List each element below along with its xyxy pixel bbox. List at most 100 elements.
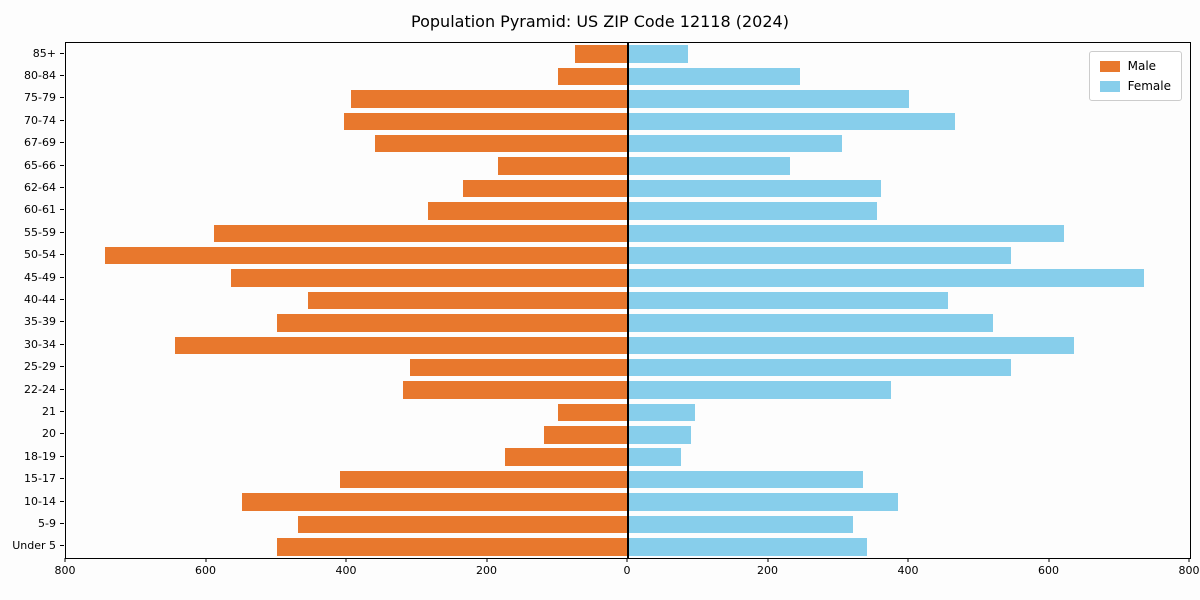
female-bar <box>628 246 1011 265</box>
male-bar <box>339 470 628 489</box>
y-tick-label: 10-14 <box>24 494 56 508</box>
y-tick-label: 80-84 <box>24 69 56 83</box>
pyramid-row <box>66 289 1190 311</box>
male-bar <box>213 224 628 243</box>
female-bar <box>628 403 695 422</box>
y-tick-mark <box>60 276 64 278</box>
y-tick-mark <box>60 119 64 121</box>
pyramid-row <box>66 177 1190 199</box>
legend-item-female: Female <box>1099 79 1171 93</box>
female-bar <box>628 90 909 108</box>
female-bar <box>628 448 681 466</box>
x-tick-label: 600 <box>195 564 216 577</box>
male-bar <box>403 381 628 399</box>
pyramid-row <box>66 88 1190 110</box>
pyramid-row <box>66 312 1190 334</box>
y-tick-mark <box>60 97 64 99</box>
x-tick: 800 <box>1179 558 1200 577</box>
y-tick-mark <box>60 343 64 345</box>
y-tick-mark <box>60 433 64 435</box>
y-tick-row: 67-69 <box>0 132 64 154</box>
y-tick-mark <box>60 455 64 457</box>
x-tick-mark <box>626 558 628 562</box>
plot-area: Male Female <box>65 42 1191 559</box>
x-tick-label: 0 <box>623 564 631 577</box>
female-bar <box>628 67 801 86</box>
female-bar <box>628 112 955 131</box>
pyramid-row <box>66 65 1190 87</box>
x-tick-label: 400 <box>897 564 919 577</box>
female-bar <box>628 224 1064 243</box>
center-axis-line <box>627 43 629 558</box>
y-tick-mark <box>60 187 64 189</box>
x-tick-mark <box>64 558 66 562</box>
y-tick-row: 55-59 <box>0 221 64 243</box>
y-tick-mark <box>60 75 64 77</box>
y-tick-label: 75-79 <box>24 91 56 105</box>
pyramid-row <box>66 424 1190 446</box>
y-tick-mark <box>60 545 64 547</box>
pyramid-row <box>66 536 1190 558</box>
x-tick: 200 <box>476 558 497 577</box>
y-tick-label: 70-74 <box>24 113 56 127</box>
y-tick-row: 80-84 <box>0 64 64 86</box>
female-bar <box>628 538 867 556</box>
y-tick-label: 67-69 <box>24 136 56 150</box>
pyramid-row <box>66 155 1190 177</box>
y-tick-label: 85+ <box>32 46 56 60</box>
female-bar <box>628 336 1075 354</box>
pyramid-row <box>66 401 1190 423</box>
y-tick-mark <box>60 231 64 233</box>
female-bar <box>628 157 790 175</box>
y-tick-row: 50-54 <box>0 244 64 266</box>
y-tick-row: 70-74 <box>0 109 64 131</box>
male-bar <box>505 448 628 466</box>
x-tick-label: 800 <box>1178 564 1200 577</box>
y-tick-label: 65-66 <box>24 158 56 172</box>
legend-swatch-female-icon <box>1099 80 1120 92</box>
pyramid-row <box>66 356 1190 378</box>
x-tick-label: 600 <box>1038 564 1059 577</box>
y-tick-row: 75-79 <box>0 87 64 109</box>
y-tick-row: 45-49 <box>0 266 64 288</box>
female-bar <box>628 269 1145 287</box>
male-bar <box>241 493 628 511</box>
y-tick-label: 20 <box>42 427 56 441</box>
pyramid-row <box>66 513 1190 535</box>
y-tick-row: 65-66 <box>0 154 64 176</box>
bar-rows <box>66 43 1190 558</box>
pyramid-row <box>66 133 1190 155</box>
y-tick-row: 20 <box>0 423 64 445</box>
pyramid-row <box>66 379 1190 401</box>
x-tick: 400 <box>336 558 357 577</box>
x-tick: 200 <box>757 558 778 577</box>
x-tick-mark <box>767 558 768 562</box>
male-bar <box>104 246 628 265</box>
pyramid-row <box>66 200 1190 222</box>
y-tick-mark <box>60 366 64 368</box>
male-bar <box>297 515 628 534</box>
y-tick-mark <box>60 500 64 502</box>
female-bar <box>628 358 1011 377</box>
y-tick-mark <box>60 52 64 54</box>
male-bar <box>543 426 628 444</box>
female-bar <box>628 179 881 198</box>
y-tick-mark <box>60 209 64 211</box>
y-tick-mark <box>60 478 64 480</box>
x-tick-label: 200 <box>757 564 778 577</box>
y-tick-mark <box>60 522 64 524</box>
y-tick-row: 60-61 <box>0 199 64 221</box>
female-bar <box>628 470 864 489</box>
y-tick-row: 21 <box>0 400 64 422</box>
male-bar <box>557 403 628 422</box>
y-tick-row: Under 5 <box>0 535 64 557</box>
x-tick-mark <box>205 558 206 562</box>
y-tick-label: 21 <box>42 404 56 418</box>
y-tick-row: 85+ <box>0 42 64 64</box>
female-bar <box>628 202 878 220</box>
x-tick-mark <box>1048 558 1049 562</box>
male-bar <box>350 90 628 108</box>
male-bar <box>375 135 628 153</box>
y-tick-label: 18-19 <box>24 449 56 463</box>
